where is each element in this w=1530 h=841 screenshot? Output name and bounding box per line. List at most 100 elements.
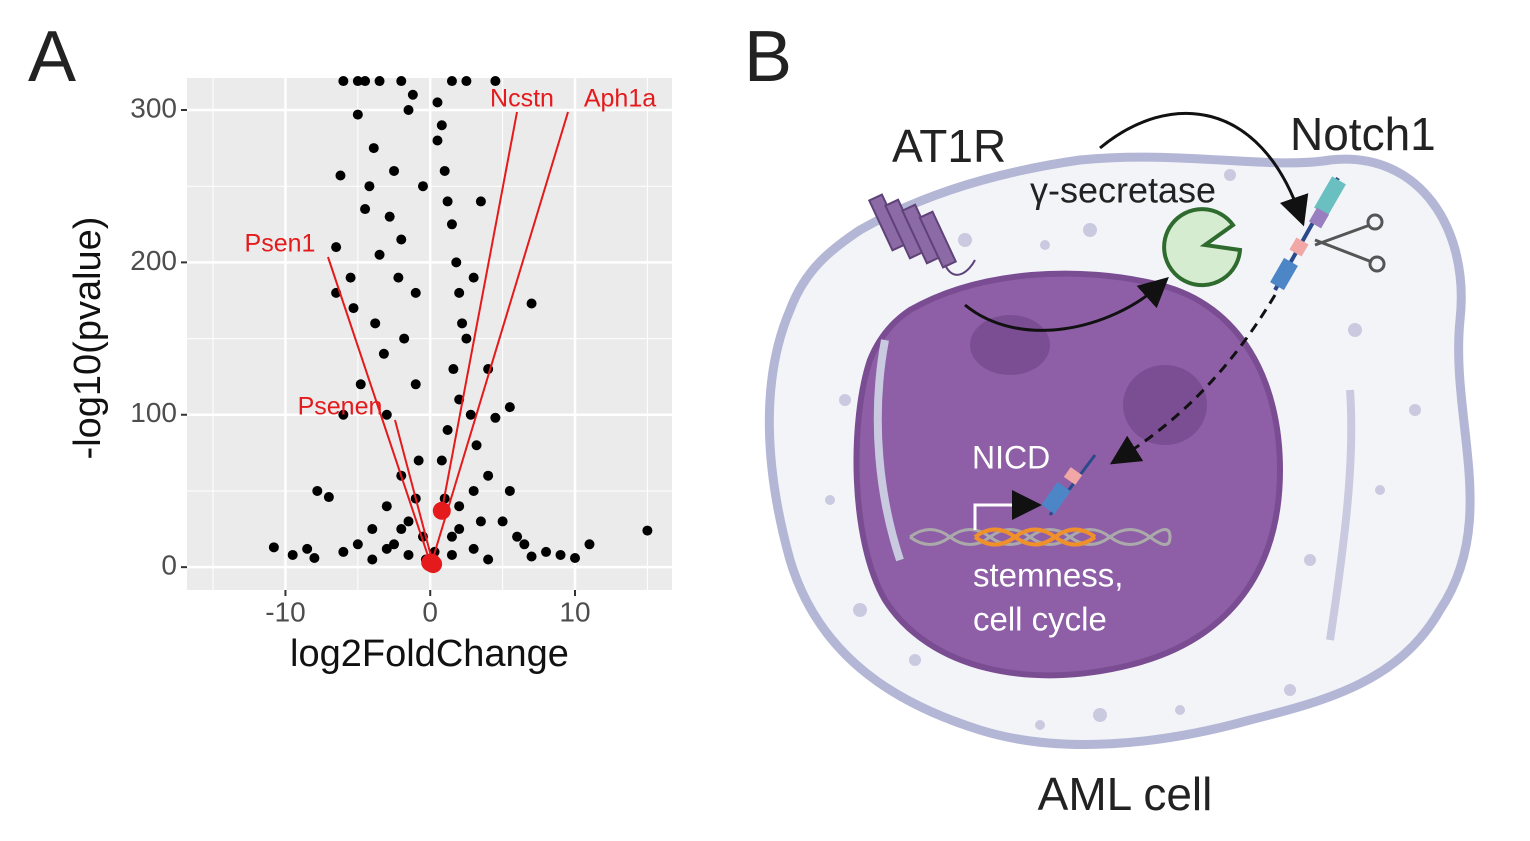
y-axis-title: -log10(pvalue) — [67, 217, 109, 460]
nucleolus — [970, 315, 1050, 375]
arrow — [1109, 294, 1277, 465]
gene-label: Psen1 — [245, 230, 316, 258]
y-tick-label: 0 — [161, 550, 177, 581]
promoter-arrow — [973, 490, 1042, 530]
point — [442, 196, 453, 207]
point — [410, 287, 421, 298]
annotation-line — [430, 111, 569, 563]
x-tick-label: 10 — [559, 596, 590, 627]
point — [381, 409, 392, 420]
fiber — [1326, 389, 1356, 641]
point — [446, 549, 457, 560]
point — [454, 524, 465, 535]
panel-label: A — [28, 17, 76, 97]
point — [490, 76, 501, 87]
point — [446, 219, 457, 230]
point — [374, 76, 385, 87]
point — [287, 549, 298, 560]
point — [348, 303, 359, 314]
point — [436, 455, 447, 466]
point — [399, 333, 410, 344]
point — [570, 553, 580, 563]
gene-region — [973, 527, 1097, 547]
point — [446, 76, 457, 87]
point — [483, 470, 494, 481]
point — [374, 249, 385, 260]
point — [448, 364, 459, 375]
point — [364, 181, 375, 192]
point — [457, 318, 468, 329]
point — [468, 485, 479, 496]
point — [475, 516, 486, 527]
point — [396, 76, 407, 87]
vesicles — [825, 169, 1421, 730]
point — [446, 531, 457, 542]
point — [461, 333, 472, 344]
point — [352, 539, 363, 550]
point — [338, 546, 349, 557]
point — [389, 539, 400, 550]
point — [352, 109, 363, 120]
point — [393, 272, 404, 283]
point — [368, 143, 379, 154]
point — [436, 120, 447, 131]
point — [468, 272, 479, 283]
point — [461, 76, 472, 87]
point — [541, 546, 552, 557]
point — [465, 409, 476, 420]
annotation-line — [440, 111, 518, 511]
point — [335, 170, 346, 181]
point — [338, 76, 349, 87]
annotation-line — [327, 256, 432, 563]
label: γ-secretase — [1030, 170, 1216, 211]
annotation-line — [394, 419, 435, 565]
gene-region — [973, 527, 1097, 547]
point — [497, 516, 508, 527]
gene-label: Ncstn — [490, 85, 554, 113]
point — [360, 76, 371, 87]
label: NICD — [972, 439, 1050, 475]
point — [367, 554, 378, 565]
panel-label: B — [744, 17, 792, 97]
gamma-secretase — [1162, 207, 1243, 288]
nucleolus — [1123, 365, 1207, 445]
point — [389, 165, 400, 176]
point — [417, 181, 428, 192]
point — [396, 234, 407, 245]
x-tick-label: 0 — [422, 596, 438, 627]
gene-label: Aph1a — [584, 85, 656, 113]
point — [451, 257, 462, 268]
point — [396, 524, 407, 535]
x-tick-label: -10 — [265, 596, 305, 627]
arrow — [1099, 111, 1309, 227]
label: AML cell — [1038, 768, 1213, 820]
point — [331, 242, 342, 253]
dna — [909, 528, 1172, 546]
arrow — [964, 276, 1169, 332]
point — [381, 543, 392, 554]
point — [432, 97, 443, 108]
point — [413, 455, 424, 466]
point — [471, 440, 482, 451]
point — [483, 554, 494, 565]
point — [338, 409, 349, 420]
point — [454, 501, 465, 512]
point — [519, 539, 530, 550]
point — [526, 298, 537, 309]
point — [432, 135, 443, 146]
y-tick-label: 100 — [130, 397, 177, 428]
label: AT1R — [892, 120, 1006, 172]
point — [323, 492, 334, 503]
point — [526, 551, 537, 562]
at1r-receptor — [867, 193, 976, 276]
point — [360, 204, 371, 215]
point — [439, 165, 450, 176]
x-axis-title: log2FoldChange — [290, 633, 569, 675]
notch1-receptor — [1270, 176, 1386, 291]
label: Notch1 — [1290, 108, 1436, 160]
point — [504, 485, 515, 496]
point — [512, 531, 523, 542]
point — [309, 553, 320, 563]
